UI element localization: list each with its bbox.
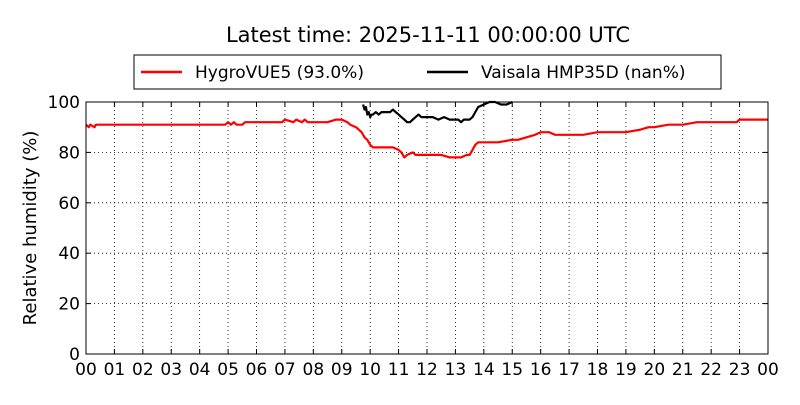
x-tick-label: 16	[530, 360, 552, 380]
x-tick-label: 12	[416, 360, 438, 380]
x-tick-label: 18	[587, 360, 609, 380]
y-tick-label: 40	[58, 244, 80, 264]
chart-legend: HygroVUE5 (93.0%) Vaisala HMP35D (nan%)	[133, 54, 722, 90]
x-tick-label: 01	[104, 360, 126, 380]
y-tick-label: 60	[58, 194, 80, 214]
x-tick-label: 21	[672, 360, 694, 380]
x-tick-label: 03	[160, 360, 182, 380]
x-tick-label: 08	[303, 360, 325, 380]
x-axis-tick-labels: 00 01 02 03 04 05 06 07 08 09 10 11 12 13 14 15 16 17 18 19…	[75, 360, 779, 380]
x-tick-label: 17	[558, 360, 580, 380]
x-tick-label: 19	[615, 360, 637, 380]
y-tick-label: 80	[58, 143, 80, 163]
chart-title: Latest time: 2025-11-11 00:00:00 UTC	[226, 23, 630, 47]
x-tick-label: 13	[445, 360, 467, 380]
y-tick-label: 100	[48, 93, 80, 113]
x-tick-label: 10	[359, 360, 381, 380]
x-tick-label: 05	[217, 360, 239, 380]
y-tick-label: 0	[69, 345, 80, 365]
x-tick-label: 00	[757, 360, 779, 380]
legend-label-hygrovue5: HygroVUE5 (93.0%)	[195, 63, 364, 83]
x-tick-label: 22	[700, 360, 722, 380]
grid-lines	[86, 102, 768, 354]
x-tick-label: 15	[501, 360, 523, 380]
x-tick-label: 02	[132, 360, 154, 380]
x-tick-label: 07	[274, 360, 296, 380]
y-tick-label: 20	[58, 295, 80, 315]
x-tick-label: 23	[729, 360, 751, 380]
x-tick-label: 06	[246, 360, 268, 380]
axis-ticks	[85, 101, 769, 355]
y-axis-tick-labels: 0 20 40 60 80 100	[48, 93, 80, 365]
x-tick-label: 11	[388, 360, 410, 380]
x-tick-label: 20	[644, 360, 666, 380]
x-tick-label: 00	[75, 360, 97, 380]
y-axis-label: Relative humidity (%)	[20, 131, 41, 326]
series-layer	[85, 100, 768, 159]
plot-area-frame	[85, 101, 769, 355]
x-tick-label: 09	[331, 360, 353, 380]
series-line-vaisala	[362, 100, 513, 124]
series-line-hygrovue5	[85, 118, 768, 159]
legend-label-vaisala: Vaisala HMP35D (nan%)	[481, 63, 685, 83]
x-tick-label: 14	[473, 360, 495, 380]
x-tick-label: 04	[189, 360, 211, 380]
